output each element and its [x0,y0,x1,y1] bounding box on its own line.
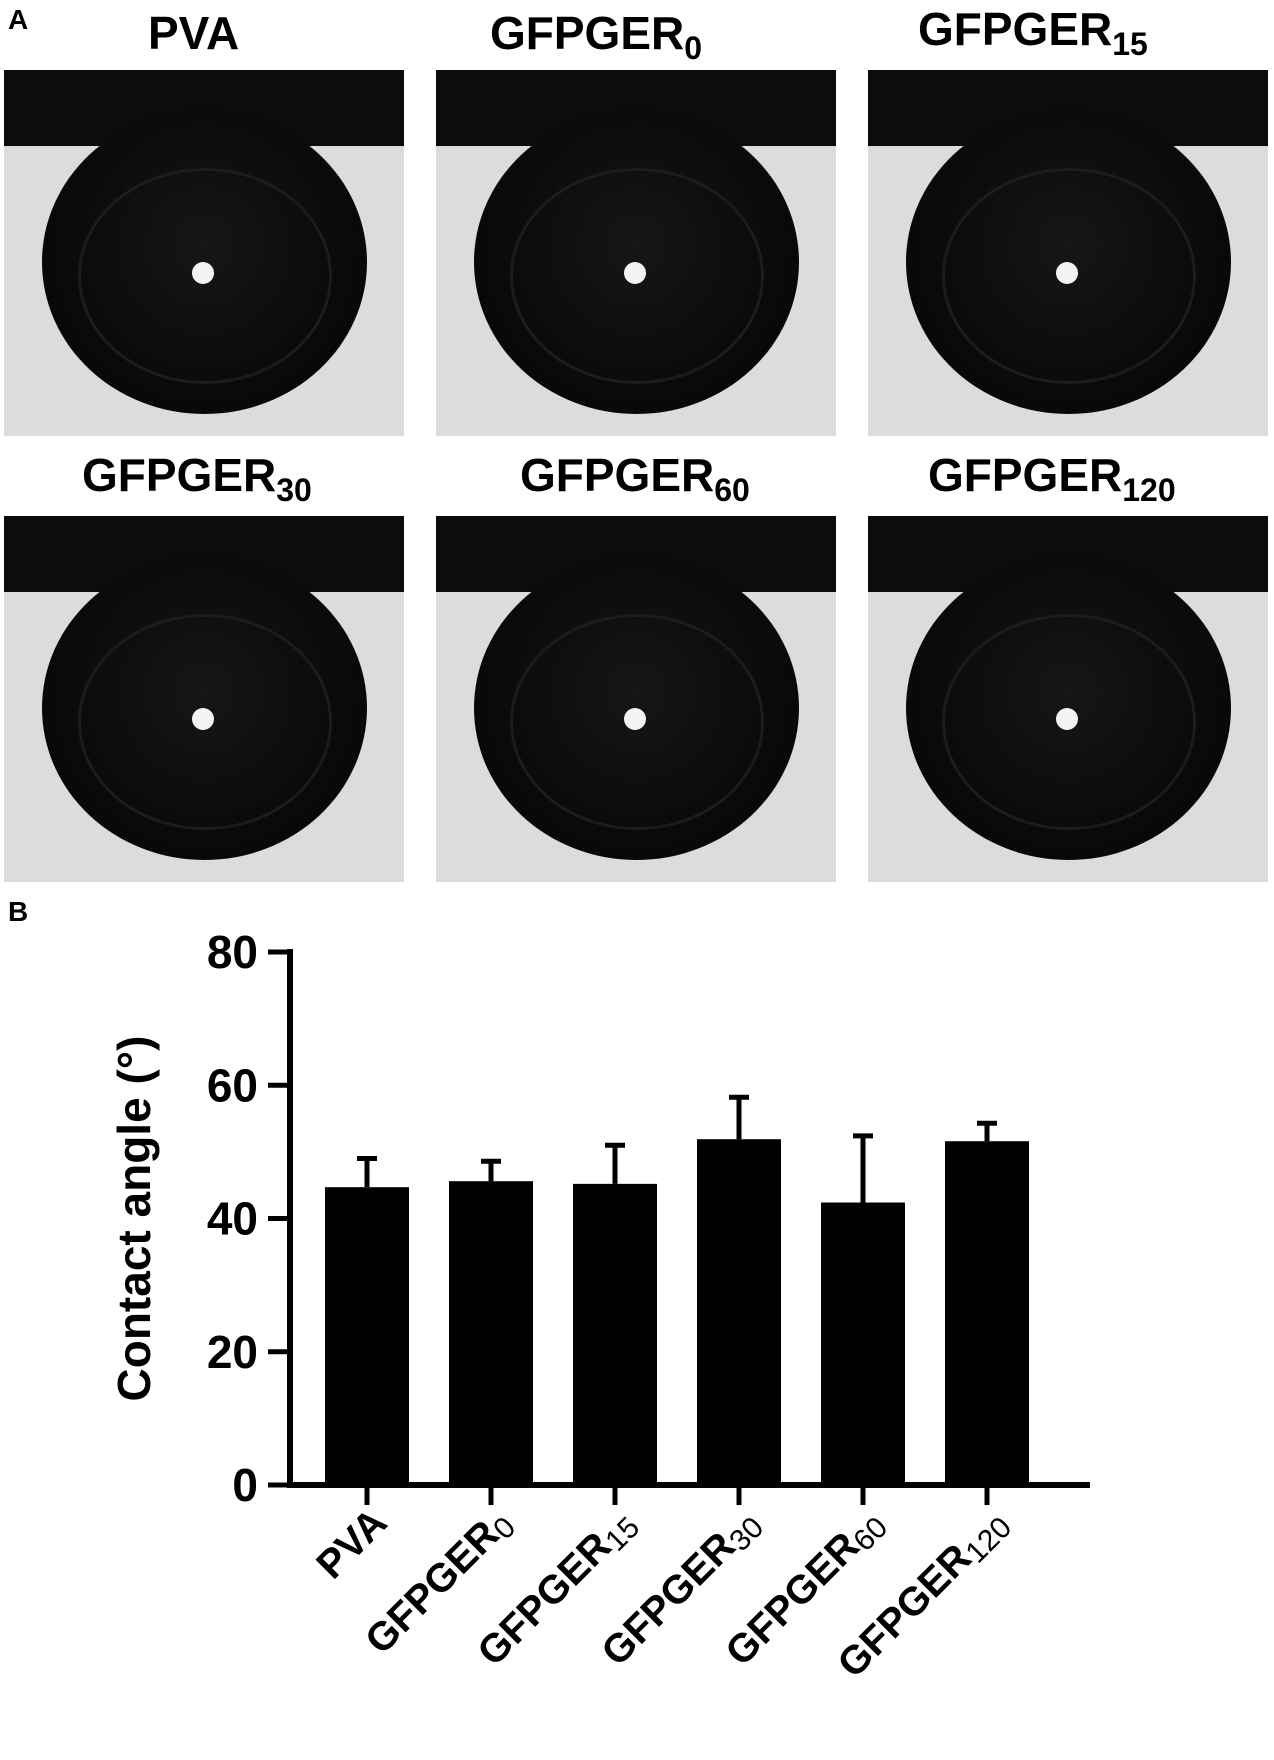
panel-label-b: B [8,896,29,927]
photo-title-gfpger15: GFPGER15 [918,3,1148,62]
y-tick-label: 60 [207,1059,258,1111]
droplet-photo-gfpger30 [4,516,404,882]
y-tick-label: 40 [207,1193,258,1245]
droplet-photo-pva [4,70,404,436]
droplet-photo-gfpger120 [868,516,1268,882]
droplet-photo-gfpger60 [436,516,836,882]
photo-title-pva: PVA [148,7,240,59]
contact-angle-bar-chart: 020406080PVAGFPGER0GFPGER15GFPGER30GFPGE… [108,926,1090,1686]
droplet-photo-gfpger15 [868,70,1268,436]
x-tick-label: PVA [308,1500,395,1587]
y-tick-label: 20 [207,1326,258,1378]
photo-title-gfpger30: GFPGER30 [82,449,312,508]
photo-title-gfpger0: GFPGER0 [490,7,703,66]
x-tick-label-base: PVA [308,1500,395,1587]
bar [325,1187,409,1485]
bar [821,1202,905,1485]
y-tick-label: 80 [207,926,258,978]
bar [945,1141,1029,1485]
droplet-photo-gfpger0 [436,70,836,436]
bar [573,1183,657,1485]
y-tick-label: 0 [232,1459,258,1511]
bar [697,1139,781,1485]
panel-label-a: A [8,4,29,35]
y-axis-label: Contact angle (°) [108,1036,160,1402]
photo-title-gfpger120: GFPGER120 [928,449,1176,508]
bar [449,1181,533,1485]
photo-title-gfpger60: GFPGER60 [520,449,750,508]
